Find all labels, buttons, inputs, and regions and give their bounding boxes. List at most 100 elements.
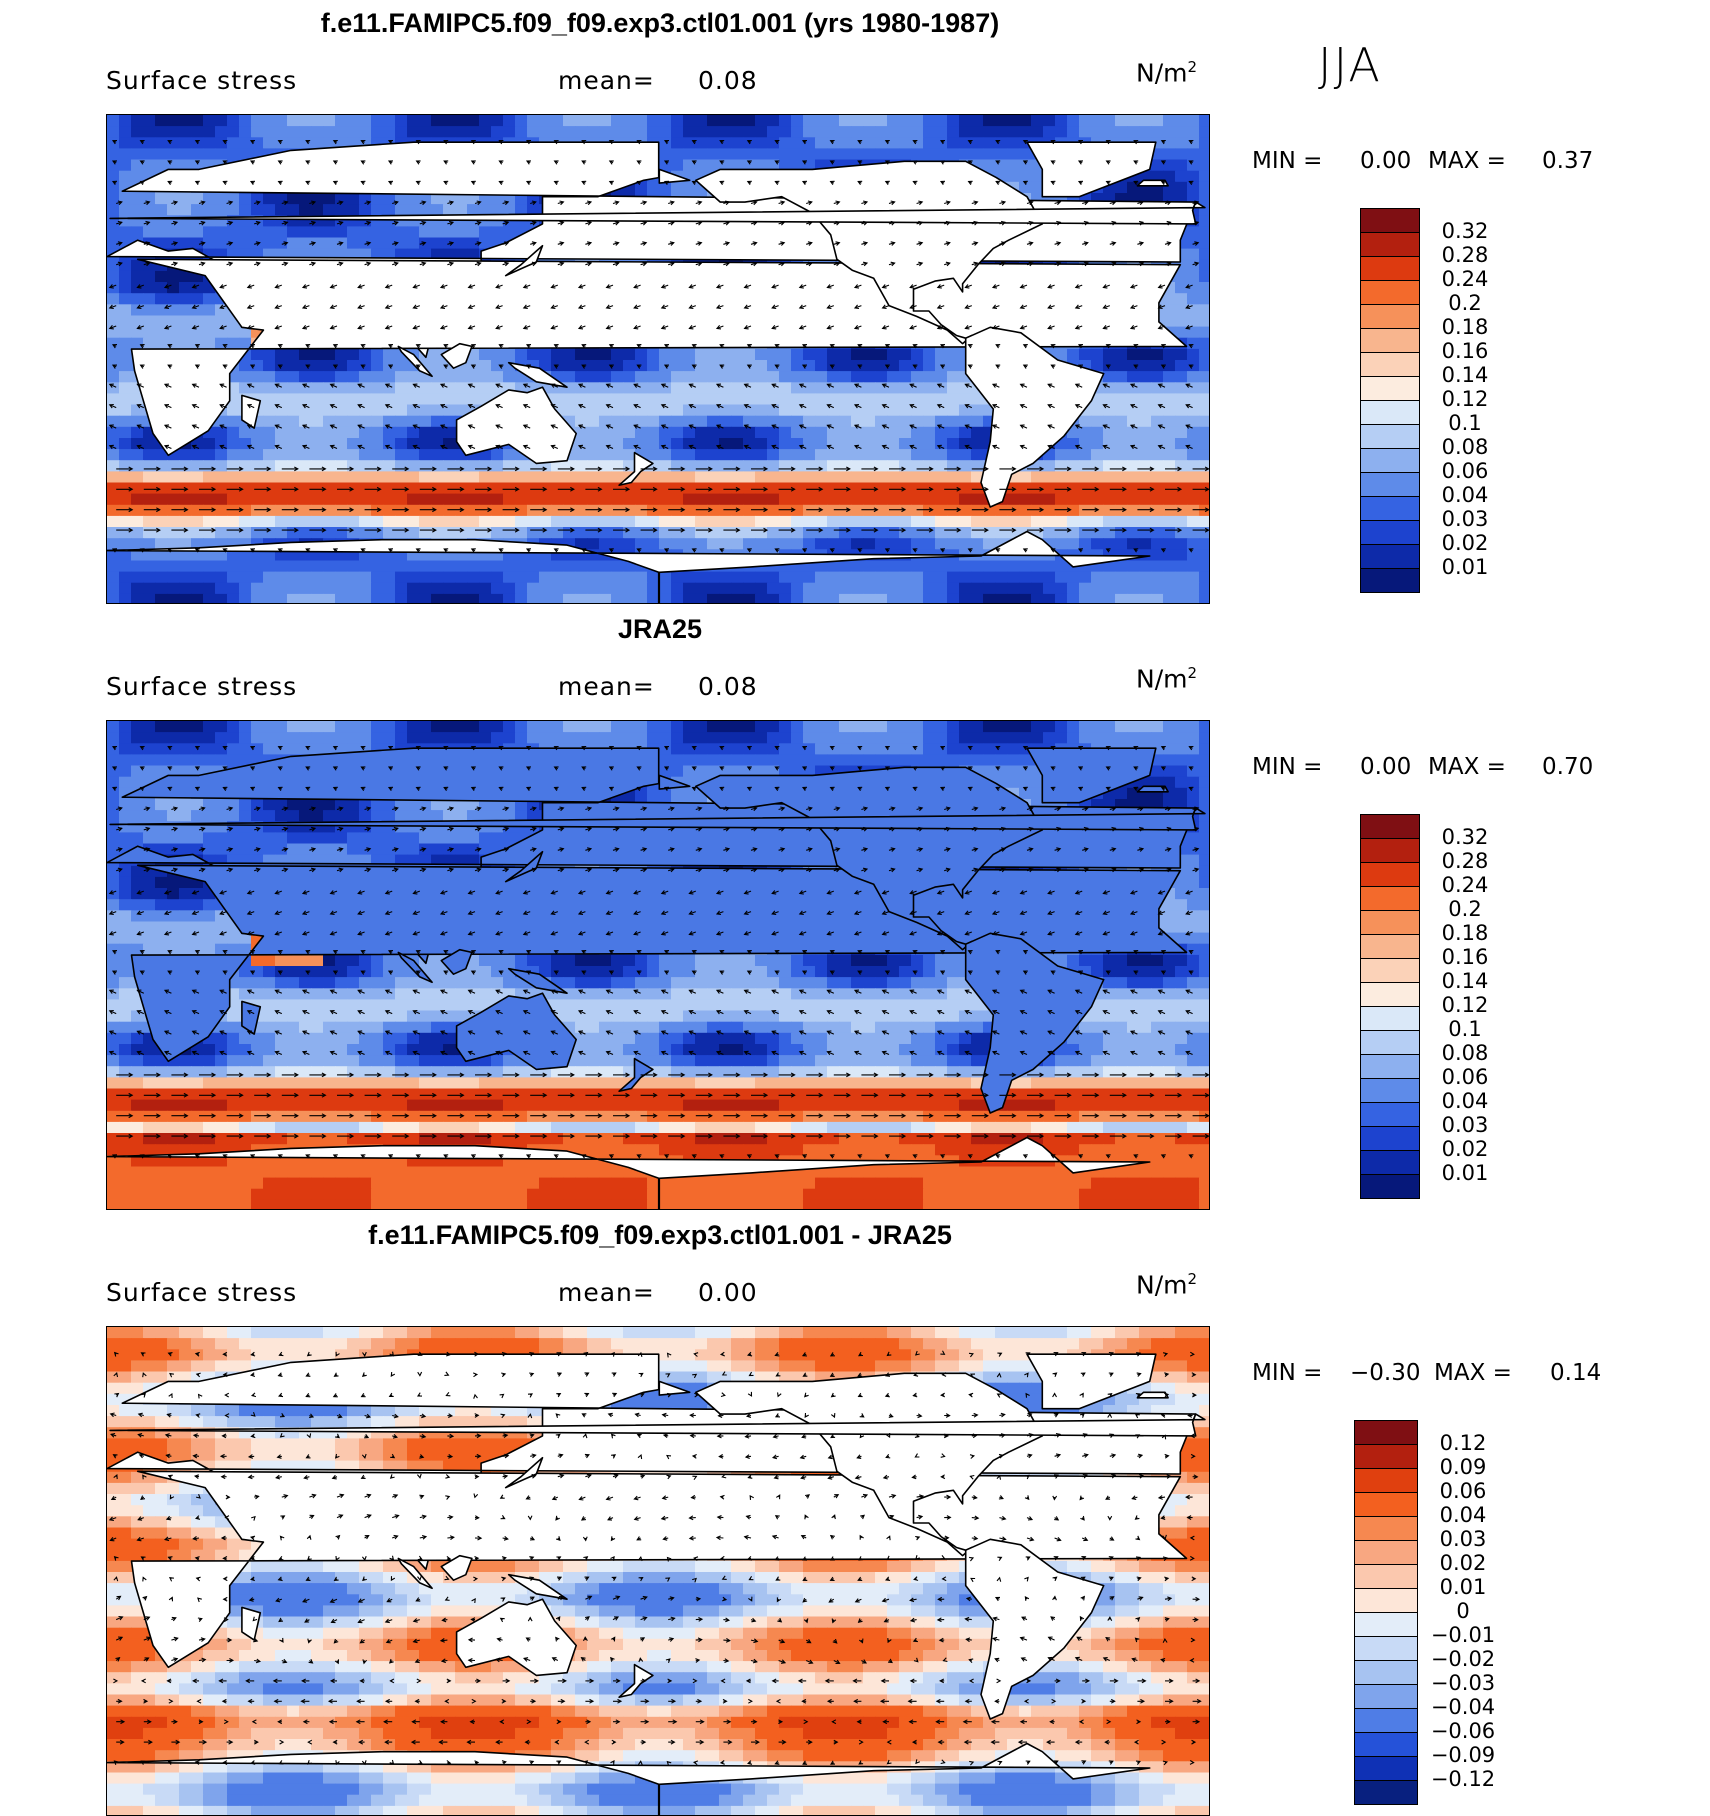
panel-1-min-label: MIN = bbox=[1252, 148, 1322, 174]
colorbar-tick-label: 0.14 bbox=[1420, 969, 1510, 993]
colorbar-swatch bbox=[1360, 544, 1420, 569]
colorbar-tick-label: 0.18 bbox=[1420, 921, 1510, 945]
colorbar-swatch bbox=[1360, 304, 1420, 329]
colorbar-swatch bbox=[1354, 1540, 1418, 1565]
colorbar-swatch bbox=[1354, 1660, 1418, 1685]
panel-1-map-svg bbox=[107, 115, 1210, 604]
panel-1-max-label: MAX = bbox=[1428, 148, 1506, 174]
colorbar-swatch bbox=[1360, 520, 1420, 545]
colorbar-swatch bbox=[1360, 886, 1420, 911]
colorbar-tick-label: 0.04 bbox=[1420, 1089, 1510, 1113]
colorbar-tick-label: −0.09 bbox=[1418, 1743, 1508, 1767]
colorbar-swatch bbox=[1360, 376, 1420, 401]
colorbar-swatch bbox=[1354, 1636, 1418, 1661]
colorbar-tick-label: 0.16 bbox=[1420, 339, 1510, 363]
colorbar-tick-label: −0.04 bbox=[1418, 1695, 1508, 1719]
colorbar-swatch bbox=[1354, 1588, 1418, 1613]
panel-2-map-svg bbox=[107, 721, 1210, 1210]
colorbar-swatch bbox=[1354, 1420, 1418, 1445]
colorbar-tick-label: 0.08 bbox=[1420, 435, 1510, 459]
colorbar-swatch bbox=[1360, 958, 1420, 983]
colorbar-tick-label: −0.12 bbox=[1418, 1767, 1508, 1791]
colorbar-swatch bbox=[1354, 1780, 1418, 1805]
colorbar-tick-label: 0.08 bbox=[1420, 1041, 1510, 1065]
colorbar-tick-label: 0.28 bbox=[1420, 849, 1510, 873]
colorbar-swatch bbox=[1360, 982, 1420, 1007]
panel-1-min-value: 0.00 bbox=[1360, 148, 1411, 174]
colorbar-swatch bbox=[1360, 280, 1420, 305]
panel-3-unit: N/m2 bbox=[1136, 1270, 1197, 1299]
coastline-iceland bbox=[1137, 1392, 1168, 1398]
panel-1-mean-value: 0.08 bbox=[698, 66, 758, 95]
panel-2-min-value: 0.00 bbox=[1360, 754, 1411, 780]
colorbar-tick-label: 0.06 bbox=[1418, 1479, 1508, 1503]
colorbar-tick-label: 0.12 bbox=[1418, 1431, 1508, 1455]
colorbar-tick-label: 0.1 bbox=[1420, 411, 1510, 435]
panel-3-variable: Surface stress bbox=[106, 1278, 297, 1307]
colorbar-swatch bbox=[1360, 1150, 1420, 1175]
panel-1-map bbox=[106, 114, 1210, 604]
colorbar-tick-label: 0.06 bbox=[1420, 459, 1510, 483]
colorbar-tick-label: 0.12 bbox=[1420, 993, 1510, 1017]
panel-1-unit: N/m2 bbox=[1136, 58, 1197, 87]
colorbar-swatch bbox=[1354, 1684, 1418, 1709]
panel-2-mean-label: mean= bbox=[558, 672, 655, 701]
panel-3-map bbox=[106, 1326, 1210, 1816]
colorbar-swatch bbox=[1354, 1444, 1418, 1469]
colorbar-swatch bbox=[1360, 400, 1420, 425]
colorbar-tick-label: 0.14 bbox=[1420, 363, 1510, 387]
colorbar-tick-label: 0.12 bbox=[1420, 387, 1510, 411]
colorbar-swatch bbox=[1360, 1030, 1420, 1055]
panel-2-min-label: MIN = bbox=[1252, 754, 1322, 780]
panel-1-variable: Surface stress bbox=[106, 66, 297, 95]
colorbar-tick-label: 0.03 bbox=[1418, 1527, 1508, 1551]
colorbar-swatch bbox=[1360, 496, 1420, 521]
colorbar-tick-label: 0.03 bbox=[1420, 1113, 1510, 1137]
colorbar-swatch bbox=[1354, 1492, 1418, 1517]
colorbar-tick-label: 0.2 bbox=[1420, 291, 1510, 315]
panel-3-max-value: 0.14 bbox=[1550, 1360, 1601, 1386]
colorbar-tick-label: 0.28 bbox=[1420, 243, 1510, 267]
colorbar-swatch bbox=[1360, 328, 1420, 353]
colorbar-tick-label: −0.02 bbox=[1418, 1647, 1508, 1671]
colorbar-swatch bbox=[1354, 1516, 1418, 1541]
colorbar-tick-label: 0.2 bbox=[1420, 897, 1510, 921]
panel-3-mean-label: mean= bbox=[558, 1278, 655, 1307]
colorbar-swatch bbox=[1360, 424, 1420, 449]
colorbar-tick-label: 0.16 bbox=[1420, 945, 1510, 969]
panel-3-map-svg bbox=[107, 1327, 1210, 1816]
panel-3-min-label: MIN = bbox=[1252, 1360, 1322, 1386]
panel-2-map bbox=[106, 720, 1210, 1210]
colorbar-tick-label: −0.01 bbox=[1418, 1623, 1508, 1647]
colorbar-swatch bbox=[1360, 814, 1420, 839]
panel-2-max-value: 0.70 bbox=[1542, 754, 1593, 780]
colorbar-tick-label: 0.1 bbox=[1420, 1017, 1510, 1041]
colorbar-swatch bbox=[1360, 448, 1420, 473]
colorbar-swatch bbox=[1360, 232, 1420, 257]
colorbar-swatch bbox=[1354, 1612, 1418, 1637]
colorbar-swatch bbox=[1360, 1054, 1420, 1079]
colorbar-tick-label: 0.01 bbox=[1420, 555, 1510, 579]
colorbar-tick-label: 0 bbox=[1418, 1599, 1508, 1623]
colorbar-swatch bbox=[1360, 1126, 1420, 1151]
colorbar-tick-label: 0.04 bbox=[1418, 1503, 1508, 1527]
colorbar-tick-label: 0.32 bbox=[1420, 219, 1510, 243]
panel-3-min-value: −0.30 bbox=[1350, 1360, 1420, 1386]
panel-3-max-label: MAX = bbox=[1434, 1360, 1512, 1386]
colorbar-swatch bbox=[1354, 1564, 1418, 1589]
colorbar-tick-label: 0.24 bbox=[1420, 267, 1510, 291]
panel-2-title: JRA25 bbox=[105, 614, 1215, 645]
panel-2-variable: Surface stress bbox=[106, 672, 297, 701]
panel-1-max-value: 0.37 bbox=[1542, 148, 1593, 174]
season-label: JJA bbox=[1318, 38, 1382, 92]
colorbar-tick-label: 0.02 bbox=[1418, 1551, 1508, 1575]
colorbar-swatch bbox=[1360, 1006, 1420, 1031]
colorbar-tick-label: 0.09 bbox=[1418, 1455, 1508, 1479]
colorbar-swatch bbox=[1354, 1468, 1418, 1493]
colorbar-tick-label: 0.02 bbox=[1420, 1137, 1510, 1161]
colorbar-swatch bbox=[1360, 838, 1420, 863]
colorbar-tick-label: −0.06 bbox=[1418, 1719, 1508, 1743]
colorbar-tick-label: 0.32 bbox=[1420, 825, 1510, 849]
colorbar-tick-label: 0.24 bbox=[1420, 873, 1510, 897]
colorbar-swatch bbox=[1360, 862, 1420, 887]
